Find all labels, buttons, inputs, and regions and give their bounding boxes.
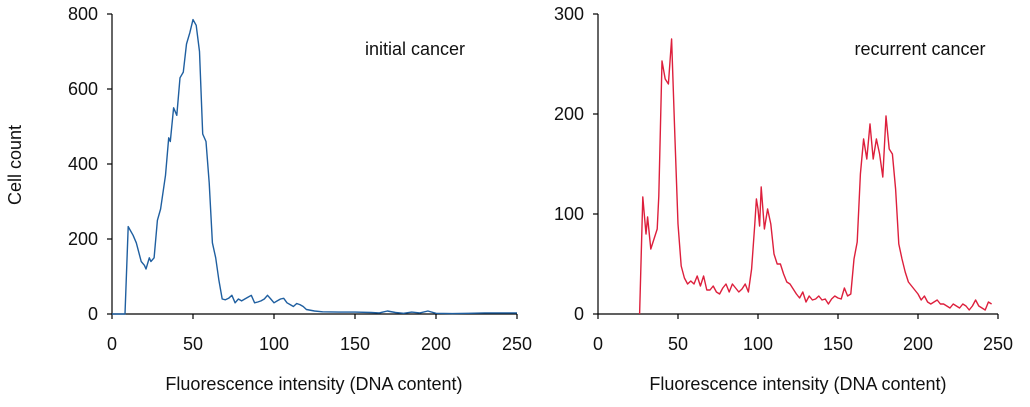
panel-annotation: initial cancer [365,39,465,59]
shared-y-axis-label: Cell count [5,125,25,205]
series-line [638,38,992,315]
x-tick-label: 250 [983,334,1013,354]
y-tick-label: 0 [88,304,98,324]
panel-annotation: recurrent cancer [854,39,985,59]
y-tick-label: 0 [574,304,584,324]
x-tick-label: 200 [421,334,451,354]
y-tick-label: 200 [554,104,584,124]
x-tick-label: 150 [823,334,853,354]
x-tick-label: 250 [502,334,532,354]
y-tick-label: 600 [68,79,98,99]
x-axis-title: Fluorescence intensity (DNA content) [165,374,462,394]
y-tick-label: 200 [68,229,98,249]
x-tick-label: 100 [743,334,773,354]
panel-recurrent-cancer: 0 100 200 300 0 50 100 150 200 250 Fluorescence in… [554,4,1013,394]
x-axis-title: Fluorescence intensity (DNA content) [649,374,946,394]
x-tick-label: 0 [593,334,603,354]
y-tick-label: 300 [554,4,584,24]
series-line [112,18,517,315]
y-tick-label: 800 [68,4,98,24]
y-tick-label: 100 [554,204,584,224]
y-tick-label: 400 [68,154,98,174]
x-tick-label: 200 [903,334,933,354]
x-tick-label: 50 [183,334,203,354]
x-tick-label: 100 [259,334,289,354]
x-tick-label: 150 [340,334,370,354]
x-tick-label: 50 [668,334,688,354]
x-tick-label: 0 [107,334,117,354]
panel-initial-cancer: 0 200 400 600 800 0 50 100 150 200 250 Fluorescence… [68,4,532,394]
